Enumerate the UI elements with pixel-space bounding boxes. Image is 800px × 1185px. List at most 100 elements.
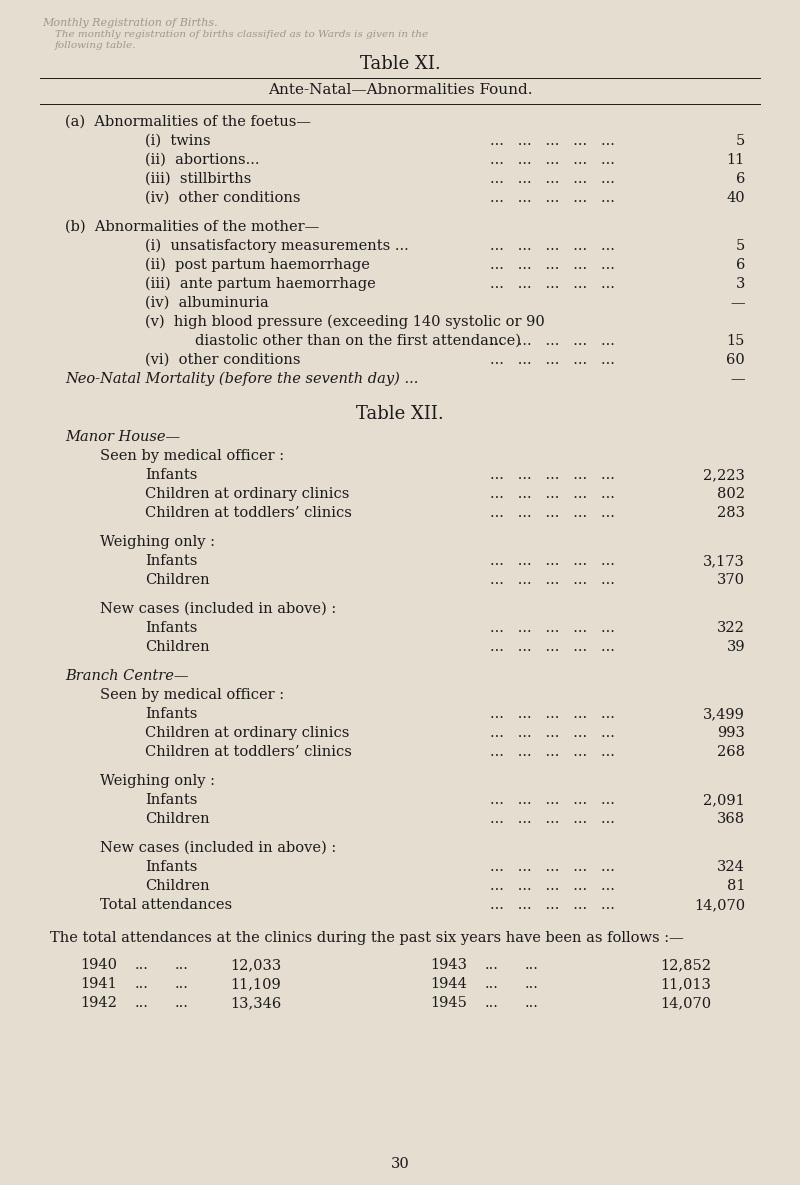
Text: ...   ...   ...   ...   ...: ... ... ... ... ... bbox=[490, 555, 615, 568]
Text: Children: Children bbox=[145, 812, 210, 826]
Text: Infants: Infants bbox=[145, 793, 198, 807]
Text: 322: 322 bbox=[717, 621, 745, 635]
Text: following table.: following table. bbox=[55, 41, 137, 50]
Text: 39: 39 bbox=[726, 640, 745, 654]
Text: ...   ...   ...   ...   ...: ... ... ... ... ... bbox=[490, 812, 615, 826]
Text: 268: 268 bbox=[717, 745, 745, 760]
Text: ...   ...   ...   ...   ...: ... ... ... ... ... bbox=[490, 621, 615, 635]
Text: Total attendances: Total attendances bbox=[100, 898, 232, 912]
Text: ...: ... bbox=[525, 957, 539, 972]
Text: ...: ... bbox=[175, 957, 189, 972]
Text: Children at toddlers’ clinics: Children at toddlers’ clinics bbox=[145, 506, 352, 520]
Text: Infants: Infants bbox=[145, 707, 198, 720]
Text: 324: 324 bbox=[717, 860, 745, 875]
Text: (i)  twins: (i) twins bbox=[145, 134, 210, 148]
Text: 1940: 1940 bbox=[80, 957, 117, 972]
Text: 993: 993 bbox=[717, 726, 745, 739]
Text: ...: ... bbox=[135, 957, 149, 972]
Text: ...   ...   ...   ...   ...: ... ... ... ... ... bbox=[490, 353, 615, 367]
Text: ...   ...   ...   ...   ...: ... ... ... ... ... bbox=[490, 239, 615, 254]
Text: Infants: Infants bbox=[145, 555, 198, 568]
Text: 30: 30 bbox=[390, 1157, 410, 1171]
Text: Children: Children bbox=[145, 879, 210, 893]
Text: ...: ... bbox=[525, 997, 539, 1010]
Text: 370: 370 bbox=[717, 574, 745, 587]
Text: ...   ...   ...   ...   ...: ... ... ... ... ... bbox=[490, 860, 615, 875]
Text: (iv)  albuminuria: (iv) albuminuria bbox=[145, 296, 269, 310]
Text: 13,346: 13,346 bbox=[230, 997, 282, 1010]
Text: ...   ...   ...   ...   ...: ... ... ... ... ... bbox=[490, 574, 615, 587]
Text: —: — bbox=[730, 372, 745, 386]
Text: ...   ...   ...   ...   ...: ... ... ... ... ... bbox=[490, 898, 615, 912]
Text: Children at ordinary clinics: Children at ordinary clinics bbox=[145, 726, 350, 739]
Text: Table XII.: Table XII. bbox=[356, 405, 444, 423]
Text: Neo-Natal Mortality (before the seventh day) ...: Neo-Natal Mortality (before the seventh … bbox=[65, 372, 418, 386]
Text: ...   ...   ...   ...   ...: ... ... ... ... ... bbox=[490, 468, 615, 482]
Text: ...: ... bbox=[135, 997, 149, 1010]
Text: 60: 60 bbox=[726, 353, 745, 367]
Text: 5: 5 bbox=[736, 239, 745, 254]
Text: (iv)  other conditions: (iv) other conditions bbox=[145, 191, 301, 205]
Text: 6: 6 bbox=[736, 172, 745, 186]
Text: 12,852: 12,852 bbox=[660, 957, 711, 972]
Text: ...   ...   ...   ...   ...: ... ... ... ... ... bbox=[490, 793, 615, 807]
Text: (i)  unsatisfactory measurements ...: (i) unsatisfactory measurements ... bbox=[145, 239, 409, 254]
Text: 1941: 1941 bbox=[80, 976, 117, 991]
Text: Infants: Infants bbox=[145, 468, 198, 482]
Text: 14,070: 14,070 bbox=[660, 997, 711, 1010]
Text: ...   ...   ...   ...   ...: ... ... ... ... ... bbox=[490, 707, 615, 720]
Text: (a)  Abnormalities of the foetus—: (a) Abnormalities of the foetus— bbox=[65, 115, 311, 129]
Text: 1945: 1945 bbox=[430, 997, 467, 1010]
Text: ...: ... bbox=[485, 997, 499, 1010]
Text: ...: ... bbox=[525, 976, 539, 991]
Text: 3,173: 3,173 bbox=[703, 555, 745, 568]
Text: ...: ... bbox=[485, 976, 499, 991]
Text: 1942: 1942 bbox=[80, 997, 117, 1010]
Text: New cases (included in above) :: New cases (included in above) : bbox=[100, 602, 336, 616]
Text: Children: Children bbox=[145, 640, 210, 654]
Text: 11: 11 bbox=[726, 153, 745, 167]
Text: 15: 15 bbox=[726, 334, 745, 348]
Text: ...   ...   ...   ...   ...: ... ... ... ... ... bbox=[490, 745, 615, 760]
Text: (v)  high blood pressure (exceeding 140 systolic or 90: (v) high blood pressure (exceeding 140 s… bbox=[145, 315, 545, 329]
Text: The monthly registration of births classified as to Wards is given in the: The monthly registration of births class… bbox=[55, 30, 428, 39]
Text: ...   ...   ...   ...   ...: ... ... ... ... ... bbox=[490, 172, 615, 186]
Text: (ii)  post partum haemorrhage: (ii) post partum haemorrhage bbox=[145, 258, 370, 273]
Text: Children at toddlers’ clinics: Children at toddlers’ clinics bbox=[145, 745, 352, 760]
Text: 368: 368 bbox=[717, 812, 745, 826]
Text: ...   ...   ...   ...   ...: ... ... ... ... ... bbox=[490, 334, 615, 348]
Text: 802: 802 bbox=[717, 487, 745, 501]
Text: —: — bbox=[730, 296, 745, 310]
Text: (b)  Abnormalities of the mother—: (b) Abnormalities of the mother— bbox=[65, 220, 319, 233]
Text: ...: ... bbox=[135, 976, 149, 991]
Text: (vi)  other conditions: (vi) other conditions bbox=[145, 353, 301, 367]
Text: 11,109: 11,109 bbox=[230, 976, 281, 991]
Text: 2,091: 2,091 bbox=[703, 793, 745, 807]
Text: Weighing only :: Weighing only : bbox=[100, 774, 215, 788]
Text: ...   ...   ...   ...   ...: ... ... ... ... ... bbox=[490, 506, 615, 520]
Text: 1943: 1943 bbox=[430, 957, 467, 972]
Text: Seen by medical officer :: Seen by medical officer : bbox=[100, 449, 284, 463]
Text: Branch Centre—: Branch Centre— bbox=[65, 670, 189, 683]
Text: ...   ...   ...   ...   ...: ... ... ... ... ... bbox=[490, 879, 615, 893]
Text: 3: 3 bbox=[736, 277, 745, 292]
Text: Seen by medical officer :: Seen by medical officer : bbox=[100, 688, 284, 702]
Text: Weighing only :: Weighing only : bbox=[100, 534, 215, 549]
Text: Manor House—: Manor House— bbox=[65, 430, 180, 444]
Text: (ii)  abortions...: (ii) abortions... bbox=[145, 153, 259, 167]
Text: Table XI.: Table XI. bbox=[360, 55, 440, 73]
Text: Children: Children bbox=[145, 574, 210, 587]
Text: New cases (included in above) :: New cases (included in above) : bbox=[100, 841, 336, 856]
Text: Monthly Registration of Births.: Monthly Registration of Births. bbox=[42, 18, 218, 28]
Text: ...: ... bbox=[175, 976, 189, 991]
Text: diastolic other than on the first attendance): diastolic other than on the first attend… bbox=[195, 334, 521, 348]
Text: 283: 283 bbox=[717, 506, 745, 520]
Text: ...   ...   ...   ...   ...: ... ... ... ... ... bbox=[490, 726, 615, 739]
Text: Children at ordinary clinics: Children at ordinary clinics bbox=[145, 487, 350, 501]
Text: Ante-Natal—Abnormalities Found.: Ante-Natal—Abnormalities Found. bbox=[268, 83, 532, 97]
Text: ...: ... bbox=[485, 957, 499, 972]
Text: ...   ...   ...   ...   ...: ... ... ... ... ... bbox=[490, 153, 615, 167]
Text: ...: ... bbox=[175, 997, 189, 1010]
Text: Infants: Infants bbox=[145, 621, 198, 635]
Text: ...   ...   ...   ...   ...: ... ... ... ... ... bbox=[490, 258, 615, 273]
